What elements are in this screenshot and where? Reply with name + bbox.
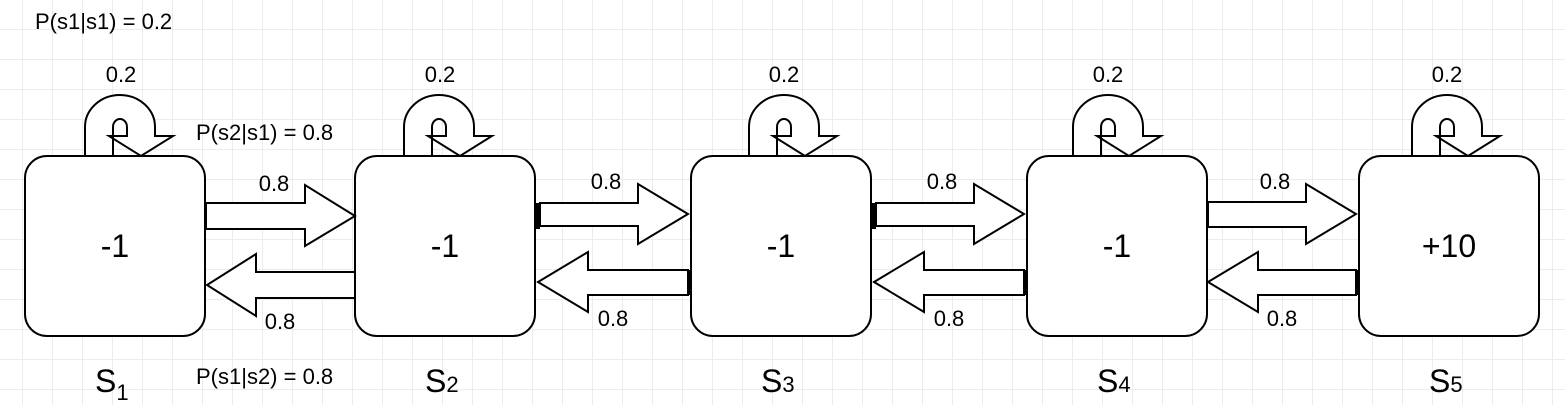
annotation-p-s2-s1: P(s2|s1) = 0.8 [196,120,333,145]
state-label-s2: S2 [425,363,459,399]
state-s4: 0.2 -1 S4 [1026,62,1208,399]
state-subscript-s5: 5 [1450,372,1462,397]
backward-arrow-s5-s4: 0.8 [1206,250,1360,331]
forward-stub-s2-s3 [536,203,540,229]
forward-prob-s4-s5: 0.8 [1260,169,1291,194]
state-box-s1 [24,155,206,337]
forward-stub-s3-s4 [872,203,876,229]
forward-prob-s1-s2: 0.8 [259,171,290,196]
forward-arrow-s1-s2: 0.8 [205,171,357,248]
state-subscript-s3: 3 [782,372,794,397]
state-s2: 0.2 -1 S2 [354,62,536,399]
state-box-s4 [1026,155,1208,337]
backward-arrow-s2-s1: 0.8 [205,252,356,334]
forward-arrow-shape-s3-s4 [875,182,1026,246]
backward-arrow-shape-s2-s1 [205,252,356,318]
forward-arrow-shape-s1-s2 [205,183,357,248]
state-reward-s4: -1 [1103,228,1131,264]
state-subscript-s1: 1 [116,380,128,405]
state-box-s5 [1358,155,1540,337]
backward-prob-s2-s1: 0.8 [265,309,296,334]
forward-prob-s2-s3: 0.8 [591,169,622,194]
backward-stub-s3-s2 [688,270,692,295]
annotation-p-s1-s2: P(s1|s2) = 0.8 [196,364,333,389]
state-reward-s1: -1 [101,228,129,264]
self-loop-prob-s4: 0.2 [1093,62,1124,87]
state-label-s3: S3 [761,363,795,399]
self-loop-arrow-s2 [403,94,496,158]
forward-prob-s3-s4: 0.8 [927,169,958,194]
backward-arrow-s3-s2: 0.8 [536,250,692,331]
state-subscript-s4: 4 [1118,372,1130,397]
forward-arrow-s2-s3: 0.8 [536,169,690,246]
state-name-s5: S [1429,363,1450,399]
backward-arrow-s4-s3: 0.8 [872,250,1028,331]
self-loop-prob-s2: 0.2 [425,62,456,87]
forward-arrow-s4-s5: 0.8 [1207,169,1358,246]
annotation-p-s1-s1: P(s1|s1) = 0.2 [35,9,172,34]
self-loop-arrow-s3 [748,94,841,158]
state-label-s1: S1 [95,363,129,405]
state-name-s4: S [1097,363,1118,399]
state-name-s1: S [95,363,116,399]
backward-stub-s4-s3 [1024,270,1028,295]
forward-arrow-s3-s4: 0.8 [872,169,1026,246]
state-s5: 0.2 +10 S5 [1358,62,1540,399]
self-loop-arrow-s4 [1072,94,1165,158]
backward-prob-s3-s2: 0.8 [598,306,629,331]
backward-arrow-shape-s4-s3 [872,250,1025,314]
self-loop-prob-s3: 0.2 [769,62,800,87]
state-label-s4: S4 [1097,363,1131,399]
backward-arrow-shape-s5-s4 [1206,250,1357,314]
self-loop-arrow-s1 [84,94,177,158]
self-loop-prob-s1: 0.2 [106,62,137,87]
state-label-s5: S5 [1429,363,1463,399]
state-reward-s5: +10 [1422,228,1476,264]
self-loop-prob-s5: 0.2 [1432,62,1463,87]
state-s3: 0.2 -1 S3 [690,62,872,399]
state-box-s2 [354,155,536,337]
state-name-s2: S [425,363,446,399]
backward-prob-s5-s4: 0.8 [1267,306,1298,331]
state-name-s3: S [761,363,782,399]
forward-arrow-shape-s4-s5 [1207,182,1358,246]
state-subscript-s2: 2 [446,372,458,397]
backward-prob-s4-s3: 0.8 [934,306,965,331]
backward-arrow-shape-s3-s2 [536,250,689,314]
backward-stub-s5-s4 [1356,270,1360,295]
state-box-s3 [690,155,872,337]
state-s1: 0.2 -1 S1 [24,62,206,405]
self-loop-arrow-s5 [1411,94,1504,158]
forward-arrow-shape-s2-s3 [539,182,690,246]
state-reward-s2: -1 [431,228,459,264]
state-reward-s3: -1 [767,228,795,264]
